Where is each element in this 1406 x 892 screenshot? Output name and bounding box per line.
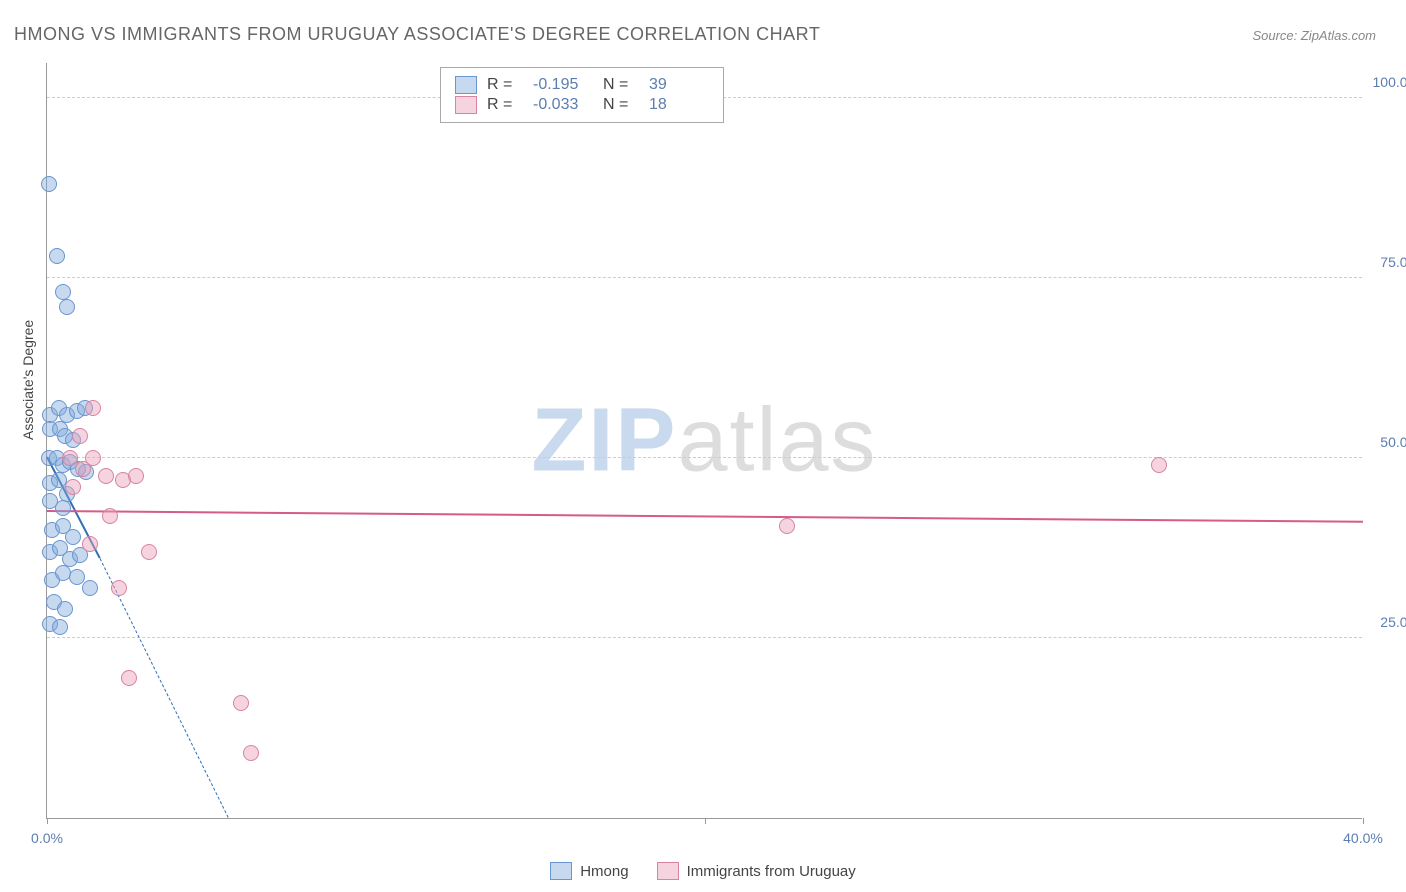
- y-tick-label: 100.0%: [1373, 74, 1406, 90]
- trendline-extension: [99, 558, 228, 818]
- correlation-legend: R = -0.195 N = 39 R = -0.033 N = 18: [440, 67, 724, 123]
- data-point: [65, 479, 81, 495]
- y-tick-label: 25.0%: [1380, 614, 1406, 630]
- plot-area: ZIPatlas 25.0%50.0%75.0%100.0%0.0%40.0%: [46, 63, 1362, 819]
- data-point: [779, 518, 795, 534]
- legend-label: Hmong: [580, 863, 628, 880]
- data-point: [59, 299, 75, 315]
- x-tick-mark: [47, 818, 48, 824]
- legend-r-label: R =: [487, 96, 523, 114]
- y-tick-label: 75.0%: [1380, 254, 1406, 270]
- legend-n-label: N =: [603, 76, 639, 94]
- x-tick-label: 0.0%: [31, 830, 63, 846]
- series-legend: Hmong Immigrants from Uruguay: [0, 862, 1406, 880]
- data-point: [65, 529, 81, 545]
- legend-n-value: 18: [649, 96, 709, 114]
- chart-title: HMONG VS IMMIGRANTS FROM URUGUAY ASSOCIA…: [14, 24, 820, 45]
- data-point: [41, 176, 57, 192]
- legend-swatch: [455, 96, 477, 114]
- data-point: [243, 745, 259, 761]
- data-point: [111, 580, 127, 596]
- data-point: [141, 544, 157, 560]
- data-point: [75, 461, 91, 477]
- data-point: [102, 508, 118, 524]
- x-tick-mark: [705, 818, 706, 824]
- watermark: ZIPatlas: [531, 389, 877, 492]
- y-tick-label: 50.0%: [1380, 434, 1406, 450]
- legend-item: Hmong: [550, 862, 628, 880]
- gridline: [47, 277, 1362, 278]
- legend-n-value: 39: [649, 76, 709, 94]
- legend-label: Immigrants from Uruguay: [687, 863, 856, 880]
- legend-item: Immigrants from Uruguay: [657, 862, 856, 880]
- watermark-atlas: atlas: [677, 390, 877, 490]
- data-point: [82, 580, 98, 596]
- legend-r-value: -0.033: [533, 96, 593, 114]
- legend-row: R = -0.195 N = 39: [455, 76, 709, 94]
- data-point: [128, 468, 144, 484]
- legend-n-label: N =: [603, 96, 639, 114]
- gridline: [47, 457, 1362, 458]
- data-point: [121, 670, 137, 686]
- data-point: [57, 601, 73, 617]
- data-point: [82, 536, 98, 552]
- legend-row: R = -0.033 N = 18: [455, 96, 709, 114]
- legend-r-value: -0.195: [533, 76, 593, 94]
- source-attribution: Source: ZipAtlas.com: [1252, 28, 1376, 43]
- legend-r-label: R =: [487, 76, 523, 94]
- data-point: [52, 619, 68, 635]
- data-point: [55, 284, 71, 300]
- data-point: [98, 468, 114, 484]
- legend-swatch: [455, 76, 477, 94]
- gridline: [47, 637, 1362, 638]
- data-point: [233, 695, 249, 711]
- data-point: [1151, 457, 1167, 473]
- data-point: [72, 428, 88, 444]
- legend-swatch: [657, 862, 679, 880]
- trendline: [47, 510, 1363, 523]
- data-point: [55, 500, 71, 516]
- y-axis-label: Associate's Degree: [20, 320, 36, 440]
- legend-swatch: [550, 862, 572, 880]
- watermark-zip: ZIP: [531, 390, 677, 490]
- data-point: [85, 400, 101, 416]
- x-tick-mark: [1363, 818, 1364, 824]
- data-point: [49, 248, 65, 264]
- x-tick-label: 40.0%: [1343, 830, 1383, 846]
